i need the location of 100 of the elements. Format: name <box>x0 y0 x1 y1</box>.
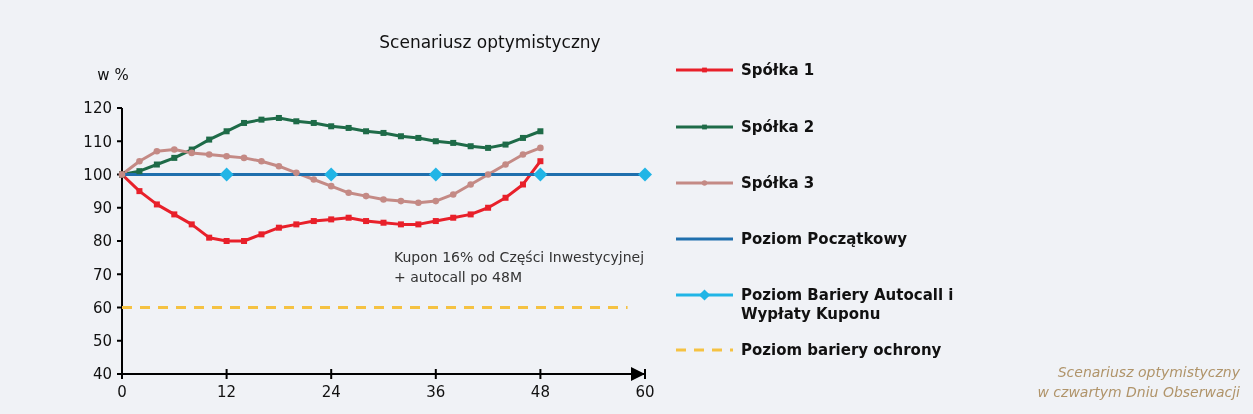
point <box>345 189 352 197</box>
point <box>310 218 317 225</box>
point <box>362 192 370 200</box>
point <box>397 221 404 228</box>
x-tick-label: 12 <box>217 383 237 401</box>
x-tick-label: 60 <box>635 383 655 401</box>
point <box>537 128 544 135</box>
point <box>485 204 492 211</box>
point <box>519 151 527 158</box>
point <box>537 158 544 165</box>
point <box>345 124 352 131</box>
point <box>293 118 300 125</box>
point <box>397 197 405 205</box>
point <box>380 219 387 226</box>
point <box>223 128 230 135</box>
point <box>328 123 335 130</box>
point <box>467 181 474 188</box>
point <box>380 196 387 203</box>
legend-label: Spółka 3 <box>741 174 815 193</box>
point <box>223 238 230 244</box>
point <box>188 221 195 228</box>
point <box>519 134 526 141</box>
y-tick-label: 70 <box>92 265 112 284</box>
y-axis-title: w % <box>97 66 129 84</box>
point <box>241 119 248 126</box>
point <box>219 167 234 182</box>
point <box>328 216 335 223</box>
point <box>293 221 300 228</box>
point <box>205 151 213 158</box>
point <box>223 152 230 160</box>
point <box>275 162 283 170</box>
point <box>363 128 370 135</box>
point <box>485 144 492 151</box>
point <box>206 234 213 241</box>
point <box>188 149 196 157</box>
point <box>484 171 492 178</box>
point <box>136 168 143 175</box>
point <box>363 218 370 225</box>
legend-label: Spółka 2 <box>741 118 815 137</box>
point <box>240 154 248 162</box>
point <box>415 134 422 141</box>
legend-label: Poziom Bariery Autocall i Wypłaty Kuponu <box>741 286 954 324</box>
point <box>428 167 443 182</box>
y-tick-label: 120 <box>83 99 112 118</box>
y-tick-label: 90 <box>92 199 112 217</box>
y-tick-label: 50 <box>92 332 112 350</box>
point <box>638 167 652 182</box>
point <box>293 169 300 177</box>
x-tick-label: 48 <box>530 383 550 401</box>
point <box>380 129 387 136</box>
point <box>537 144 544 152</box>
point <box>324 167 339 182</box>
point <box>519 181 526 188</box>
annotation: Kupon 16% od Części Inwestycyjnej + autocall po 48M <box>394 249 645 285</box>
point <box>258 231 265 238</box>
point <box>310 176 318 183</box>
point <box>258 157 265 165</box>
y-tick-label: 100 <box>83 165 112 184</box>
point <box>415 199 422 207</box>
point <box>467 143 474 150</box>
x-tick-label: 24 <box>321 383 341 401</box>
point <box>450 139 457 146</box>
point <box>533 167 548 182</box>
point <box>450 214 457 221</box>
point <box>397 133 404 140</box>
point <box>502 194 509 201</box>
point <box>449 191 457 198</box>
point <box>327 182 335 190</box>
y-tick-label: 60 <box>92 298 112 317</box>
y-tick-label: 80 <box>92 232 112 251</box>
point <box>467 211 474 218</box>
x-tick-label: 36 <box>426 383 446 401</box>
chart-title: Scenariusz optymistyczny <box>379 32 601 52</box>
legend-label: Spółka 1 <box>741 61 815 80</box>
point <box>432 218 439 225</box>
legend-label: Poziom Początkowy <box>741 230 908 249</box>
x-tick-label: 0 <box>117 383 127 401</box>
point <box>153 161 160 168</box>
point <box>171 146 178 153</box>
point <box>432 197 440 205</box>
point <box>432 138 439 145</box>
point <box>258 116 265 123</box>
point <box>171 211 178 218</box>
point <box>502 161 509 168</box>
point <box>136 188 143 195</box>
point <box>502 141 509 148</box>
legend-label: Poziom bariery ochrony <box>741 341 942 360</box>
point <box>171 154 178 161</box>
y-tick-label: 110 <box>83 132 112 151</box>
point <box>241 238 248 244</box>
text: Scenariusz optymistyczny w czwartym Dniu Obserwacji <box>1037 364 1241 400</box>
point <box>310 119 317 126</box>
y-tick-label: 40 <box>92 365 112 384</box>
point <box>345 214 352 221</box>
point <box>415 221 422 228</box>
point <box>153 201 160 208</box>
point <box>275 114 282 121</box>
point <box>206 136 213 143</box>
point <box>136 157 143 165</box>
point <box>153 147 161 155</box>
